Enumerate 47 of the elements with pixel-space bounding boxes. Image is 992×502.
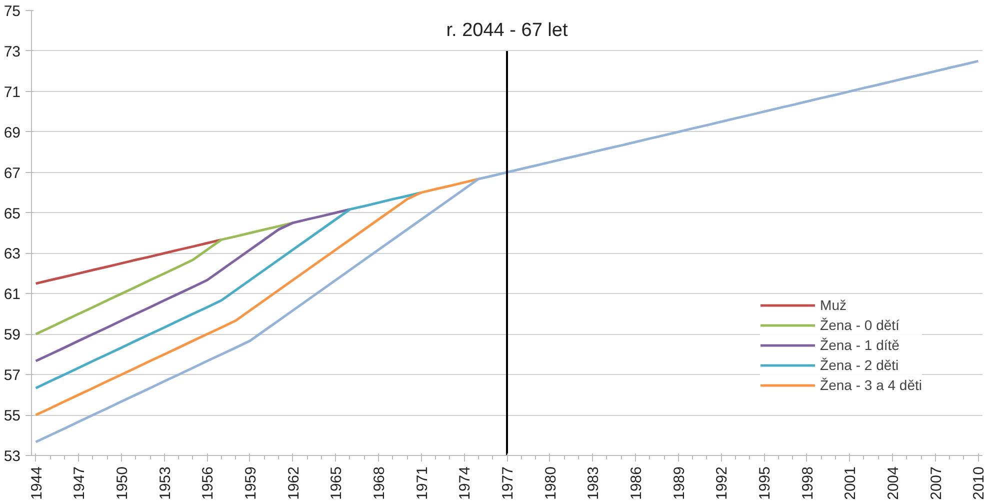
x-tick-label: 1953 xyxy=(156,466,174,500)
x-tick-label: 1947 xyxy=(71,466,88,500)
x-tick-label: 2010 xyxy=(970,466,988,500)
line-series xyxy=(34,178,480,416)
ref-line-label: r. 2044 - 67 let xyxy=(446,20,568,42)
y-tick-label: 73 xyxy=(4,43,21,60)
line-series xyxy=(34,208,352,362)
x-tick-label: 2004 xyxy=(885,466,902,500)
y-tick-label: 53 xyxy=(4,448,21,465)
y-tick-label: 55 xyxy=(4,408,21,425)
line-series xyxy=(34,238,223,285)
x-tick-label: 1980 xyxy=(542,466,560,500)
x-tick-label: 1950 xyxy=(114,466,131,500)
x-tick-label: 1977 xyxy=(500,466,516,500)
legend-label: Muž xyxy=(820,297,846,313)
x-tick-label: 2001 xyxy=(842,466,860,500)
x-tick-label: 1998 xyxy=(799,466,816,500)
x-tick-label: 1959 xyxy=(242,466,260,500)
legend-label: Žena - 3 a 4 děti xyxy=(820,377,922,393)
x-tick-label: 1956 xyxy=(200,466,217,500)
x-tick-label: 2007 xyxy=(928,466,945,500)
x-tick-label: 1983 xyxy=(585,466,602,500)
x-tick-label: 1962 xyxy=(285,466,302,500)
x-tick-label: 1944 xyxy=(28,466,46,500)
legend-label: Žena - 2 děti xyxy=(820,357,899,373)
x-tick-label: 1986 xyxy=(628,466,646,500)
x-tick-label: 1992 xyxy=(714,466,731,500)
y-tick-label: 71 xyxy=(4,84,21,101)
x-tick-label: 1989 xyxy=(670,466,688,500)
line-series xyxy=(34,191,423,390)
y-tick-label: 75 xyxy=(4,3,21,20)
line-series xyxy=(34,222,294,336)
y-tick-label: 63 xyxy=(4,246,21,263)
x-tick-label: 1968 xyxy=(370,466,388,500)
x-tick-label: 1965 xyxy=(328,466,346,500)
y-tick-label: 59 xyxy=(4,326,21,344)
y-tick-label: 65 xyxy=(4,205,21,222)
legend-label: Žena - 1 dítě xyxy=(820,337,900,353)
y-tick-label: 57 xyxy=(4,367,21,384)
x-tick-label: 1971 xyxy=(414,466,431,500)
y-tick-label: 69 xyxy=(4,124,21,142)
y-tick-label: 67 xyxy=(4,164,21,182)
x-tick-label: 1974 xyxy=(456,466,474,500)
legend-label: Žena - 0 dětí xyxy=(820,317,900,333)
y-tick-label: 61 xyxy=(4,286,21,304)
line-series xyxy=(34,60,980,444)
x-tick-label: 1995 xyxy=(756,466,774,500)
